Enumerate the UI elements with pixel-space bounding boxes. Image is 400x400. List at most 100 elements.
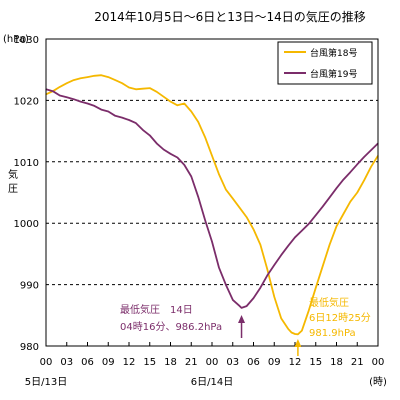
data-point-0 [169, 101, 172, 103]
x-tick-label: 06 [81, 357, 94, 368]
y-tick-label: 990 [20, 281, 39, 292]
data-point-1 [349, 171, 351, 173]
data-point-1 [52, 90, 54, 92]
data-point-1 [169, 153, 172, 155]
data-point-1 [59, 94, 61, 97]
data-point-0 [59, 86, 61, 88]
data-point-0 [218, 173, 220, 175]
plot-area-frame [45, 38, 379, 347]
data-point-1 [121, 117, 123, 119]
min-pressure-19-line2: 04時16分、986.2hPa [120, 321, 222, 333]
data-point-0 [287, 328, 289, 330]
y-tick-label: 980 [20, 342, 39, 353]
series-lines [45, 74, 379, 336]
data-point-0 [349, 201, 351, 203]
min-pressure-19-line1: 最低気圧 14日 [120, 303, 193, 316]
data-point-1 [211, 241, 213, 243]
data-point-1 [218, 266, 220, 268]
data-point-0 [80, 77, 82, 79]
x-tick-label: 09 [268, 357, 281, 368]
data-point-0 [363, 179, 365, 181]
data-point-1 [142, 129, 144, 131]
x-tick-labels: 00 03 06 09 12 15 18 21 00 03 06 09 12 15 18 21 00 5日/13日… [25, 342, 387, 388]
data-point-0 [280, 317, 282, 319]
data-point-1 [259, 287, 261, 289]
data-point-0 [294, 333, 296, 335]
x-tick-label: 00 [372, 357, 385, 368]
legend: 台風第18号 台風第19号 [277, 41, 373, 85]
data-point-1 [363, 156, 365, 158]
x-tick-label: 18 [330, 357, 343, 368]
data-point-1 [273, 264, 275, 266]
y-axis-label: 気圧 [8, 168, 18, 195]
x-tick-label: 09 [102, 357, 115, 368]
data-point-0 [322, 265, 324, 267]
data-point-0 [290, 331, 293, 334]
data-point-0 [86, 76, 89, 78]
y-unit-label: (hPa) [3, 34, 29, 45]
data-point-1 [100, 109, 102, 111]
data-point-1 [335, 187, 338, 189]
data-point-0 [135, 88, 137, 90]
data-point-0 [342, 213, 344, 215]
data-point-0 [73, 79, 75, 81]
data-point-1 [114, 115, 116, 117]
data-point-1 [322, 206, 324, 208]
min-pressure-18-line2: 6日12時25分 [309, 312, 371, 324]
data-point-0 [370, 166, 372, 168]
data-point-1 [183, 164, 185, 166]
series-line-0 [45, 74, 379, 336]
x-tick-label: 00 [40, 357, 53, 368]
data-point-1 [66, 96, 68, 98]
x-tick-label: 15 [309, 357, 322, 368]
data-point-0 [315, 287, 317, 289]
data-point-0 [301, 330, 303, 332]
data-point-1 [232, 299, 234, 301]
data-point-0 [149, 87, 151, 89]
chart-title: 2014年10月5日～6日と13日～14日の気圧の推移 [94, 9, 366, 24]
data-point-1 [246, 305, 248, 307]
data-point-0 [266, 268, 268, 270]
x-tick-label: 03 [226, 357, 239, 368]
x-tick-label: 00 [206, 357, 219, 368]
data-point-1 [163, 148, 165, 151]
data-point-0 [114, 79, 116, 81]
data-point-0 [232, 198, 234, 200]
y-tick-labels: 980 990 1000 1010 1020 1030 [14, 35, 39, 353]
data-point-1 [239, 305, 241, 307]
data-point-0 [66, 82, 68, 84]
data-point-0 [273, 296, 275, 298]
arrowhead-icon-typhoon-18 [294, 339, 302, 347]
data-point-0 [163, 96, 165, 98]
x-tick-label: 21 [351, 357, 364, 368]
data-point-0 [252, 228, 255, 230]
x-unit-label: (時) [369, 376, 387, 388]
data-point-1 [128, 119, 130, 121]
legend-label-typhoon-19: 台風第19号 [310, 68, 357, 80]
data-point-0 [190, 110, 192, 113]
series-line-1 [45, 88, 379, 309]
data-point-0 [211, 155, 213, 157]
data-point-1 [73, 98, 75, 100]
x-tick-label: 12 [123, 357, 136, 368]
x-tick-label: 15 [143, 357, 156, 368]
grid-lines [46, 99, 378, 286]
data-point-1 [190, 175, 192, 178]
data-point-0 [121, 82, 123, 84]
data-point-0 [225, 188, 227, 190]
data-point-0 [197, 121, 199, 123]
min-pressure-annotations: 最低気圧 14日 04時16分、986.2hPa 最低気圧 6日12時25分 9… [120, 296, 371, 356]
data-point-0 [308, 309, 310, 311]
data-point-1 [342, 179, 344, 181]
data-point-1 [315, 214, 317, 216]
data-point-0 [204, 136, 206, 138]
data-point-1 [308, 223, 310, 225]
data-point-0 [259, 244, 261, 246]
min-pressure-18-line3: 981.9hPa [309, 328, 356, 339]
data-point-0 [329, 244, 331, 246]
data-point-1 [294, 236, 296, 238]
data-point-0 [156, 91, 158, 93]
data-point-1 [370, 149, 372, 151]
data-point-0 [297, 333, 299, 335]
